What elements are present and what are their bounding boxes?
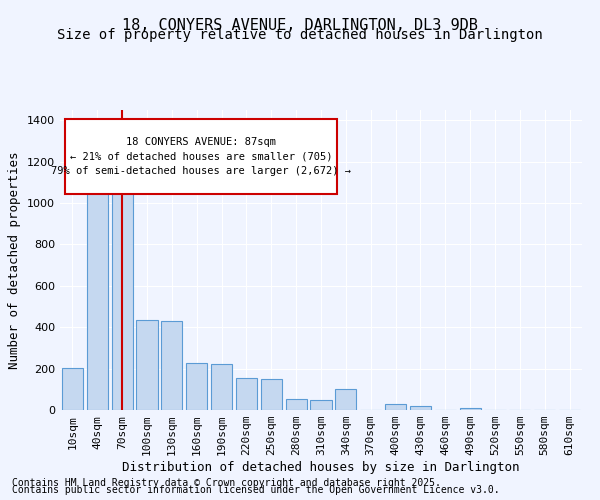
Bar (62, 368, 83, 410)
Bar (211, 364, 232, 410)
Text: 18, CONYERS AVENUE, DARLINGTON, DL3 9DB: 18, CONYERS AVENUE, DARLINGTON, DL3 9DB (122, 18, 478, 32)
Bar (236, 378, 257, 410)
X-axis label: Distribution of detached houses by size in Darlington: Distribution of detached houses by size … (122, 461, 520, 474)
Bar (410, 406, 431, 410)
Bar (286, 398, 307, 410)
Bar (112, 173, 133, 410)
Bar (261, 379, 282, 410)
Bar (186, 364, 207, 410)
Text: Size of property relative to detached houses in Darlington: Size of property relative to detached ho… (57, 28, 543, 42)
Y-axis label: Number of detached properties: Number of detached properties (8, 151, 22, 369)
Bar (335, 390, 356, 410)
FancyBboxPatch shape (65, 119, 337, 194)
Text: Contains public sector information licensed under the Open Government Licence v3: Contains public sector information licen… (12, 485, 500, 495)
Bar (87, 172, 108, 410)
Text: 18 CONYERS AVENUE: 87sqm
← 21% of detached houses are smaller (705)
79% of semi-: 18 CONYERS AVENUE: 87sqm ← 21% of detach… (51, 136, 351, 176)
Bar (385, 404, 406, 410)
Bar (136, 320, 158, 410)
Bar (161, 321, 182, 410)
Bar (460, 408, 481, 410)
Text: Contains HM Land Registry data © Crown copyright and database right 2025.: Contains HM Land Registry data © Crown c… (12, 478, 441, 488)
Bar (310, 400, 332, 410)
